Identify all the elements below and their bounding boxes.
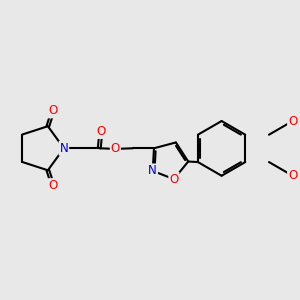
Text: O: O [111,142,120,155]
Text: N: N [59,142,68,155]
Text: O: O [96,125,106,138]
Text: O: O [48,179,58,192]
Text: N: N [148,164,157,177]
Text: O: O [288,169,297,182]
Text: O: O [169,172,178,186]
Text: O: O [288,115,297,128]
Text: O: O [48,104,58,117]
